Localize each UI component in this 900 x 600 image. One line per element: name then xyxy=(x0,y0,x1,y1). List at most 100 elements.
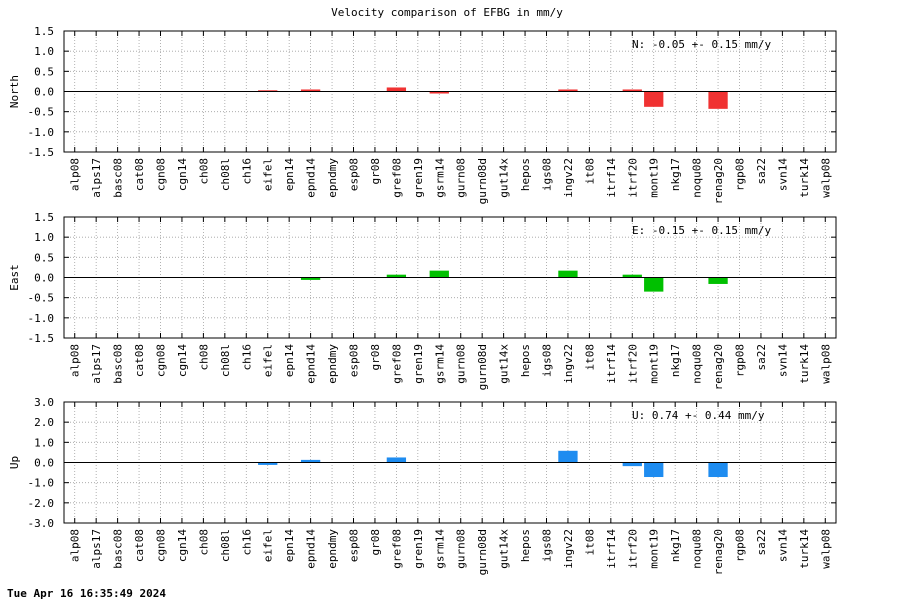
x-tick-label: gurn08 xyxy=(455,529,468,569)
plot-frame xyxy=(63,401,837,524)
x-tick-label: noqu08 xyxy=(691,529,704,569)
x-tick-label: turk14 xyxy=(798,529,811,569)
x-tick-label: epn14 xyxy=(283,158,296,191)
x-tick-label: epndmy xyxy=(326,158,339,198)
x-tick-label: svn14 xyxy=(776,344,789,377)
y-axis-label: Up xyxy=(8,456,21,469)
x-tick-label: esp08 xyxy=(348,158,361,191)
bar-itrf20 xyxy=(622,274,642,278)
x-tick-label: epnd14 xyxy=(305,344,318,384)
bar-itrf20 xyxy=(622,89,642,92)
x-tick-label: ch16 xyxy=(240,529,253,556)
x-tick-label: igs08 xyxy=(541,158,554,191)
x-tick-label: gsrm14 xyxy=(433,344,446,384)
x-tick-label: mont19 xyxy=(648,529,661,569)
y-axis-label: East xyxy=(8,264,21,291)
y-tick-label: 1.0 xyxy=(34,231,54,244)
bar-epnd14 xyxy=(300,459,321,463)
bar-eifel xyxy=(258,90,278,92)
x-tick-label: cat08 xyxy=(133,158,146,191)
x-tick-label: gurn08 xyxy=(455,158,468,198)
x-tick-label: ingv22 xyxy=(562,158,575,198)
x-tick-label: igs08 xyxy=(541,529,554,562)
x-tick-label: alps17 xyxy=(90,158,103,198)
x-tick-label: gr08 xyxy=(369,158,382,185)
bar-eifel xyxy=(258,462,278,465)
x-tick-label: alps17 xyxy=(90,344,103,384)
bar-mont19 xyxy=(644,91,664,107)
x-tick-label: ch08 xyxy=(197,344,210,371)
x-tick-label: gurn08d xyxy=(476,158,489,204)
x-tick-label: renag20 xyxy=(712,158,725,204)
panel-up: 3.0 2.0 1.0 0.0 -1.0 -2.0 -3.0 alp08 alps17 basc0… xyxy=(8,396,837,575)
x-tick-label: it08 xyxy=(583,158,596,185)
y-tick-label: -1.5 xyxy=(28,146,55,159)
y-tick-label: 1.0 xyxy=(34,436,54,449)
bar-renag20 xyxy=(708,462,728,478)
x-tick-label: gurn08 xyxy=(455,344,468,384)
x-tick-label: ch16 xyxy=(240,344,253,371)
x-tick-label: nkg17 xyxy=(669,158,682,191)
x-tick-label: alp08 xyxy=(69,344,82,377)
x-tick-label: itrf20 xyxy=(626,344,639,384)
bar-gref08 xyxy=(386,87,407,92)
x-tick-label: sa22 xyxy=(755,158,768,185)
x-tick-label: turk14 xyxy=(798,344,811,384)
y-tick-label: -3.0 xyxy=(28,517,55,530)
bar-gsrm14 xyxy=(429,91,449,94)
x-tick-label: mont19 xyxy=(648,344,661,384)
x-tick-label: hepos xyxy=(519,158,532,191)
y-tick-label: -1.0 xyxy=(28,477,55,490)
x-tick-label: basc08 xyxy=(112,529,125,569)
chart-panels: 1.5 1.0 0.5 0.0 -0.5 -1.0 -1.5 alp08 alps17 basc0… xyxy=(8,25,837,575)
y-tick-label: 3.0 xyxy=(34,396,54,409)
x-tick-label: hepos xyxy=(519,344,532,377)
x-tick-label: renag20 xyxy=(712,529,725,575)
x-tick-label: it08 xyxy=(583,529,596,556)
x-tick-label: gsrm14 xyxy=(433,529,446,569)
x-tick-label: gren19 xyxy=(412,529,425,569)
y-tick-label: -1.5 xyxy=(28,332,55,345)
bar-ingv22 xyxy=(558,89,578,92)
y-tick-label: 0.5 xyxy=(34,251,54,264)
x-tick-label: walp08 xyxy=(819,158,832,198)
x-tick-label: esp08 xyxy=(348,529,361,562)
y-tick-label: -1.0 xyxy=(28,312,55,325)
x-tick-label: epnd14 xyxy=(305,158,318,198)
x-tick-label: itrf20 xyxy=(626,529,639,569)
x-tick-label: epn14 xyxy=(283,529,296,562)
y-tick-label: -0.5 xyxy=(28,292,55,305)
bar-epnd14 xyxy=(300,277,321,280)
x-tick-label: eifel xyxy=(262,158,275,191)
x-tick-label: epndmy xyxy=(326,529,339,569)
x-tick-label: alps17 xyxy=(90,529,103,569)
x-tick-label: walp08 xyxy=(819,529,832,569)
bar-mont19 xyxy=(644,462,664,478)
bar-ingv22 xyxy=(558,450,578,463)
bar-renag20 xyxy=(708,277,728,284)
x-tick-label: gref08 xyxy=(390,344,403,384)
mean-annotation: U: 0.74 +- 0.44 mm/y xyxy=(632,409,765,422)
bar-itrf20 xyxy=(622,462,642,467)
timestamp: Tue Apr 16 16:35:49 2024 xyxy=(7,587,166,600)
x-tick-label: gref08 xyxy=(390,529,403,569)
x-tick-label: cat08 xyxy=(133,344,146,377)
x-tick-label: eifel xyxy=(262,344,275,377)
x-tick-label: basc08 xyxy=(112,344,125,384)
x-tick-label: gr08 xyxy=(369,344,382,371)
x-tick-label: cgn14 xyxy=(176,529,189,562)
x-tick-label: epndmy xyxy=(326,344,339,384)
x-tick-label: ingv22 xyxy=(562,344,575,384)
x-tick-label: eifel xyxy=(262,529,275,562)
x-tick-label: hepos xyxy=(519,529,532,562)
bar-renag20 xyxy=(708,91,728,109)
bar-ingv22 xyxy=(558,270,578,278)
x-tick-label: gut14x xyxy=(498,158,511,198)
x-tick-label: gren19 xyxy=(412,344,425,384)
x-tick-label: ch08 xyxy=(197,529,210,556)
x-tick-label: igs08 xyxy=(541,344,554,377)
x-tick-label: cgn14 xyxy=(176,158,189,191)
x-tick-label: noqu08 xyxy=(691,344,704,384)
x-tick-label: gut14x xyxy=(498,344,511,384)
